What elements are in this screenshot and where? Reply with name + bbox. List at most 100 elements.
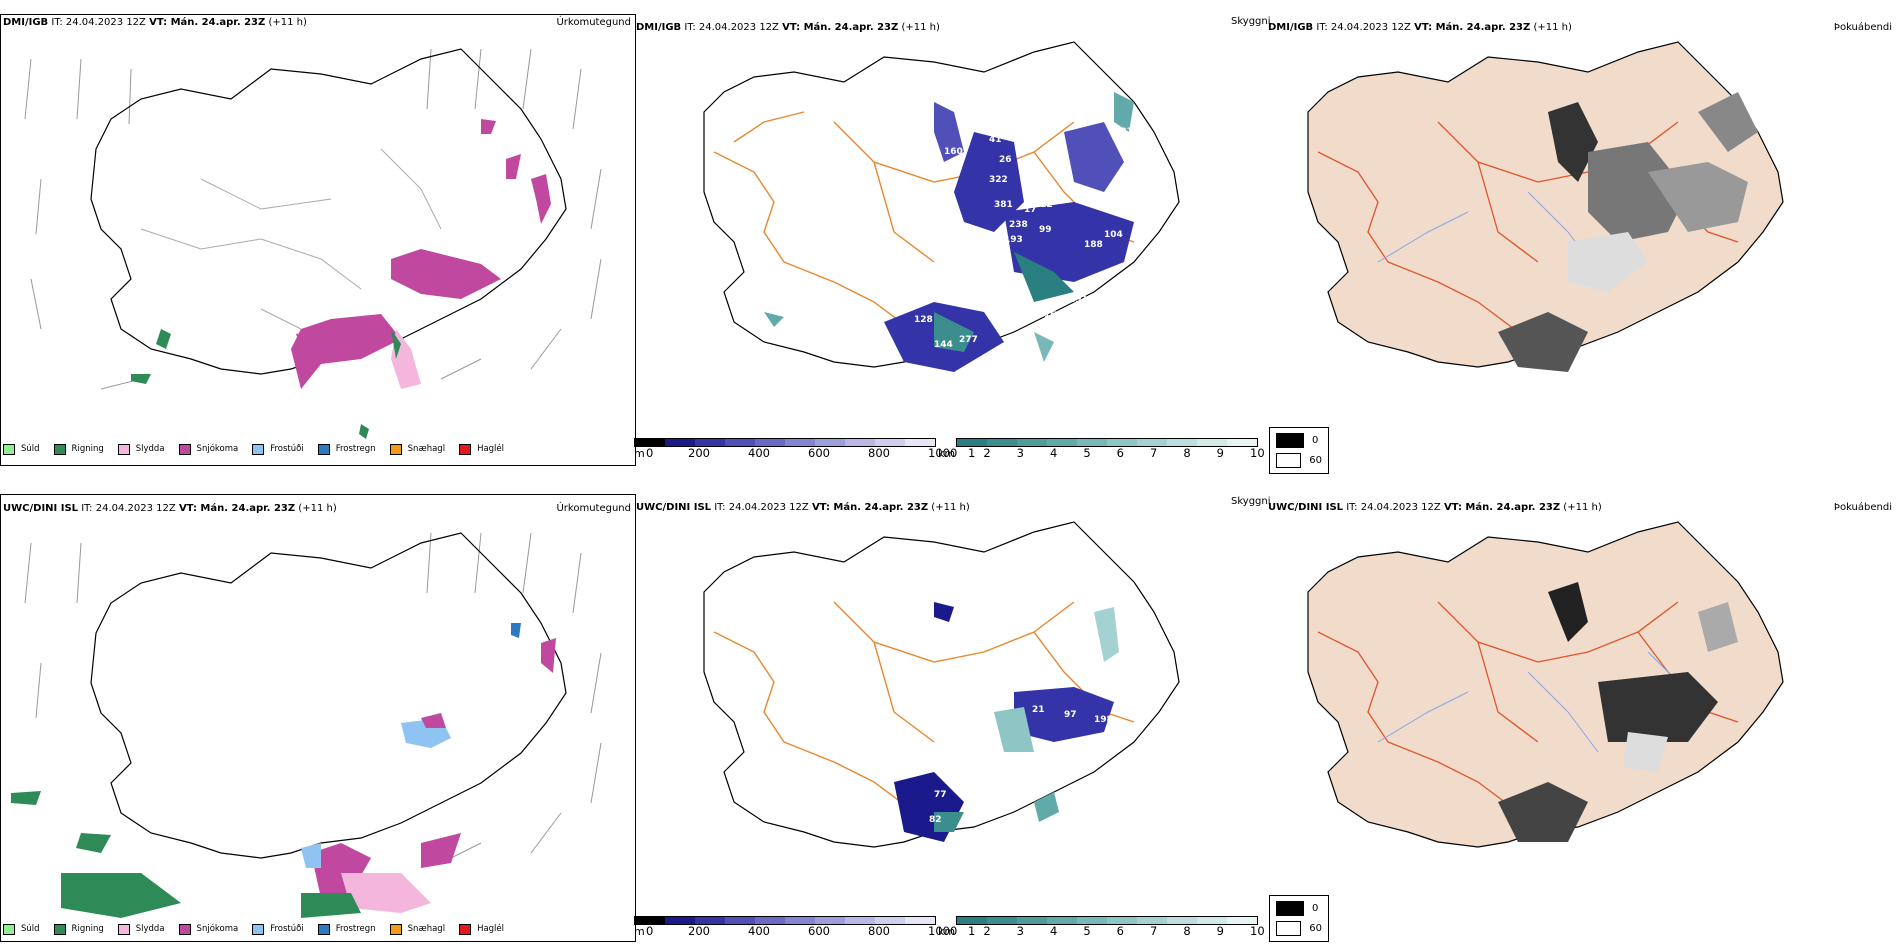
vis-label: 82 [929,815,942,825]
legend-item: Súld [3,443,40,455]
colorbar-segment [1197,439,1228,446]
legend-item: Súld [3,923,40,935]
iceland-map [11,532,602,918]
vis-label: 160 [944,147,963,157]
colorbar-tick: 8 [1183,446,1191,460]
legend-label: Rigning [71,924,104,934]
legend-label: Frostregn [335,444,376,454]
colorbar-segment [1227,439,1258,446]
iceland-map [24,48,602,439]
legend-item: Rigning [53,443,104,455]
legend-swatch [53,923,66,935]
colorbar-segment [987,917,1018,924]
colorbar-tick: 6 [1116,924,1124,938]
colorbar-tick: 6 [1116,446,1124,460]
colorbar-segment [665,917,696,924]
vis-label: 97 [1064,710,1077,720]
vis-label: 322 [989,175,1008,185]
fog-areas [1498,582,1738,842]
ceiling-colorbar: m 0 200 400 600 800 1000 [634,438,957,462]
colorbar-segment [1017,917,1048,924]
vis-label: 26 [1139,155,1152,165]
panel-fog-bottom: UWC/DINI ISL IT: 24.04.2023 12Z VT: Mán.… [1268,494,1900,942]
iceland-outline [1307,521,1784,848]
vis-label: 99 [1039,225,1052,235]
legend-label: Snæhagl [407,924,446,934]
colorbar-segment [1107,439,1138,446]
legend-swatch [117,923,130,935]
panel-header: UWC/DINI ISL IT: 24.04.2023 12Z VT: Mán.… [636,502,970,513]
colorbar-tick: 400 [748,924,770,938]
colorbar-segment [987,439,1018,446]
colorbar-tick: 7 [1150,446,1158,460]
vis-label: 291 [1069,295,1088,305]
colorbar-tick: 0 [646,924,654,938]
panel-header: DMI/IGB IT: 24.04.2023 12Z VT: Mán. 24.a… [636,22,940,33]
legend-label: Súld [21,444,40,454]
colorbar-tick: 0 [646,446,654,460]
colorbar-segment [845,439,876,446]
vis-label: 17 [784,295,797,305]
legend-label: Rigning [71,444,104,454]
colorbar-tick: 10 [1250,446,1265,460]
panel-header: UWC/DINI ISL IT: 24.04.2023 12Z VT: Mán.… [3,503,337,514]
ceiling-colorbar: m 0 200 400 600 800 1000 [634,916,957,940]
panel-title: Þokuábendi [1833,22,1892,33]
fog-legend: 0 60 [1269,895,1329,942]
vis-label: 238 [1009,220,1028,230]
colorbar-tick: 800 [868,446,890,460]
legend-item: Haglél [459,923,505,935]
legend-label: Haglél [477,924,505,934]
legend-swatch [389,923,402,935]
panel-precip-type-top: DMI/IGB IT: 24.04.2023 12Z VT: Mán. 24.a… [0,14,636,466]
legend-item: Frostregn [317,923,376,935]
colorbar-segment [755,917,786,924]
colorbar-segment [845,917,876,924]
vis-label: 77 [934,790,947,800]
colorbar-tick: 9 [1216,924,1224,938]
legend-swatch [117,443,130,455]
vis-label: 184 [984,825,1003,835]
colorbar-segment [1107,917,1138,924]
vis-label: 181 [1114,127,1133,137]
legend-item: Rigning [53,923,104,935]
legend-swatch [459,443,472,455]
legend-label: Snjókoma [196,444,239,454]
vis-label: 586 [964,287,983,297]
colorbar-tick: 5 [1083,924,1091,938]
colorbar-tick: 7 [1150,924,1158,938]
visibility-areas [894,602,1119,842]
legend-item: Snjókoma [178,443,239,455]
legend-item: Snæhagl [389,443,445,455]
colorbar-segment [815,439,846,446]
legend-item: Haglél [459,443,504,455]
legend-label: Slydda [135,444,165,454]
vis-label: 41 [989,135,1002,145]
vis-label: 160 [1044,310,1063,320]
vis-label: 96 [1124,710,1137,720]
vis-label: 104 [1104,230,1123,240]
legend-label: Slydda [135,924,165,934]
vis-label: 188 [1084,240,1103,250]
legend-swatch [178,923,191,935]
vis-label: 26 [999,155,1012,165]
colorbar-segment [957,439,988,446]
colorbar-tick: 1000 [928,446,958,460]
iceland-outline [703,521,1180,848]
colorbar-segment [1167,917,1198,924]
vis-label: 17 [1024,205,1037,215]
colorbar-segment [635,439,666,446]
vis-label: 319 [1029,180,1048,190]
legend-swatch [317,443,330,455]
colorbar-segment [1047,439,1078,446]
legend-item: Slydda [117,923,165,935]
panel-visibility-bottom: UWC/DINI ISL IT: 24.04.2023 12Z VT: Mán.… [634,494,1271,940]
colorbar-segment [875,439,906,446]
colorbar-segment [1167,439,1198,446]
colorbar-segment [1017,439,1048,446]
panel-title: Þokuábendi [1833,502,1892,513]
legend-label: Súld [21,924,40,934]
legend-swatch [252,923,265,935]
legend-swatch [252,443,265,455]
